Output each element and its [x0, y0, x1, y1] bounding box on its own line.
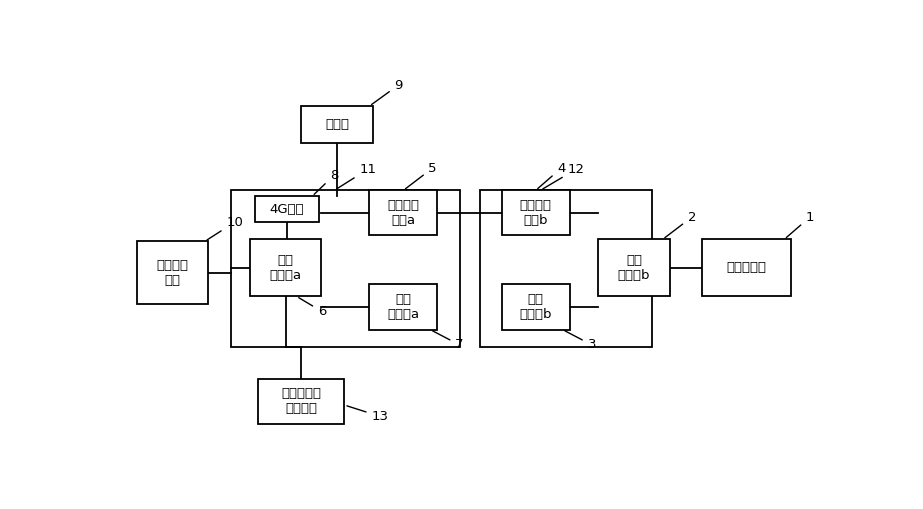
Text: 无线数传
模块b: 无线数传 模块b — [520, 199, 552, 227]
Bar — [250, 239, 321, 296]
Bar — [502, 190, 569, 236]
Bar — [701, 239, 791, 296]
Text: 5: 5 — [405, 161, 437, 189]
Bar — [480, 190, 652, 347]
Text: 13: 13 — [347, 406, 389, 423]
Text: 2: 2 — [665, 211, 696, 238]
Text: 1: 1 — [786, 211, 814, 238]
Text: 7: 7 — [433, 331, 463, 351]
Text: 8: 8 — [314, 168, 339, 194]
Text: 4: 4 — [538, 161, 566, 189]
Text: 无线数传
模块a: 无线数传 模块a — [388, 199, 419, 227]
Bar — [369, 190, 438, 236]
Text: 声光
报警器a: 声光 报警器a — [388, 293, 419, 321]
Text: 9: 9 — [372, 78, 402, 104]
Text: 3: 3 — [565, 331, 596, 351]
Text: 人脸认证
单元: 人脸认证 单元 — [157, 259, 188, 287]
Text: 6: 6 — [299, 298, 326, 318]
Text: 12: 12 — [543, 163, 584, 189]
Bar — [137, 241, 209, 304]
Text: 4G模块: 4G模块 — [270, 203, 305, 215]
Text: 施工升降机
急停开关: 施工升降机 急停开关 — [282, 387, 321, 415]
Bar — [301, 106, 373, 144]
Text: 拆装传感器: 拆装传感器 — [726, 261, 767, 274]
Bar — [258, 379, 344, 423]
Bar — [255, 196, 319, 222]
Bar — [502, 285, 569, 329]
Text: 11: 11 — [337, 163, 377, 189]
Bar — [232, 190, 461, 347]
Text: 云平台: 云平台 — [325, 118, 349, 131]
Text: 10: 10 — [207, 216, 243, 240]
Text: 总线
继电器b: 总线 继电器b — [617, 254, 650, 282]
Bar — [369, 285, 438, 329]
Text: 总线
继电器a: 总线 继电器a — [270, 254, 302, 282]
Text: 声光
报警器b: 声光 报警器b — [520, 293, 552, 321]
Bar — [598, 239, 670, 296]
